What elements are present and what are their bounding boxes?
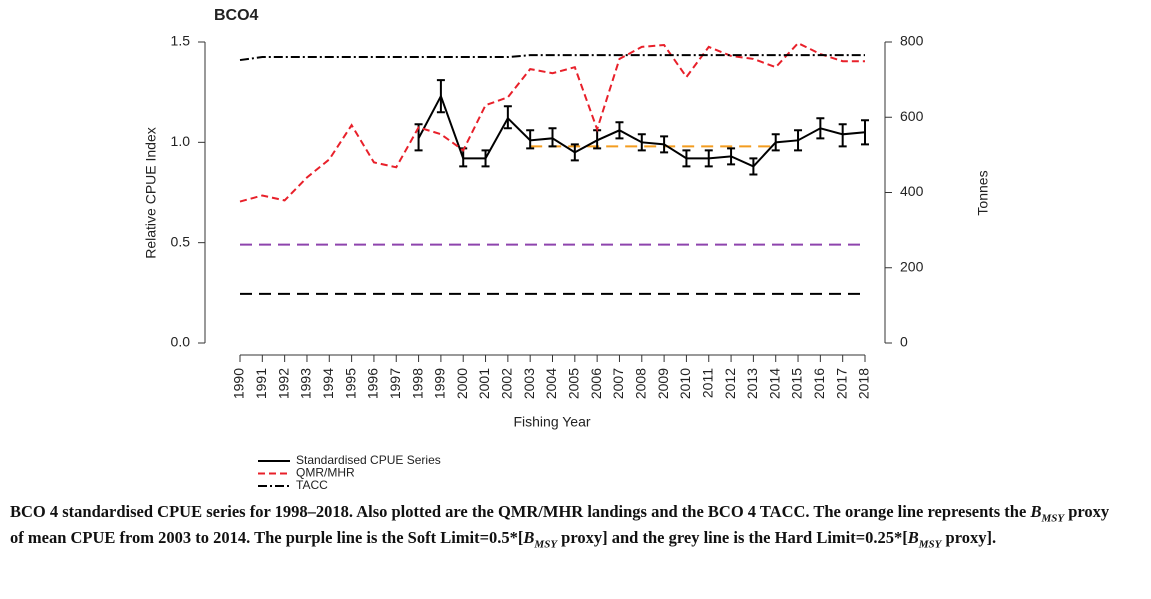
caption-text: proxy] and the grey line is the Hard Lim… [557,528,908,548]
error-bar [526,129,535,150]
x-tick-label: 1990 [231,368,247,399]
caption: BCO 4 standardised CPUE series for 1998–… [10,502,1110,555]
x-tick-label: 2005 [566,368,582,399]
caption-subscript: MSY [1041,512,1065,525]
series-line [239,41,865,203]
y-tick-label: 0.0 [171,334,191,350]
chart-title: BCO4 [214,7,259,24]
x-tick-label: 2003 [521,368,537,399]
legend-label: QMR/MHR [296,466,355,480]
x-tick-label: 2011 [699,368,715,398]
x-tick-label: 2013 [744,368,760,399]
y-axis-label: Relative CPUE Index [143,127,159,259]
y-tick-label: 1.5 [171,33,191,49]
legend-label: Standardised CPUE Series [296,453,441,467]
caption-symbol: B [523,528,535,548]
caption-text: proxy]. [941,528,997,548]
x-tick-label: 1994 [320,368,336,399]
error-bar [704,149,713,168]
error-bar [727,147,736,166]
error-bar [503,105,512,130]
error-bar [481,149,490,168]
x-tick-label: 2008 [632,368,648,399]
caption-symbol: B [907,528,919,548]
caption-text: BCO 4 standardised CPUE series for 1998–… [10,502,1031,521]
caption-subscript: MSY [534,538,558,551]
x-tick-label: 1993 [298,368,314,399]
x-axis-label: Fishing Year [513,414,590,430]
error-bar [637,133,646,152]
x-tick-label: 2018 [856,368,872,399]
y-tick-label: 0.5 [171,233,191,249]
chart: BCO4 Relative CPUE Index Tonnes Fishing … [143,7,991,492]
series-line [239,54,865,62]
x-tick-label: 2017 [833,368,849,399]
error-bar [816,117,825,140]
x-tick-label: 2002 [499,368,515,399]
x-tick-label: 2001 [476,368,492,399]
x-tick-label: 1996 [365,368,381,399]
error-bar [771,133,780,152]
caption-symbol: B [1030,502,1042,521]
x-tick-label: 1999 [432,368,448,399]
x-tick-label: 2009 [655,368,671,399]
error-bar [548,127,557,148]
error-bar [682,149,691,168]
x-tick-label: 2015 [789,368,805,399]
x-tick-label: 1995 [342,368,358,399]
x-tick-label: 2012 [722,368,738,399]
error-bar [570,143,579,162]
x-tick-label: 2006 [588,368,604,399]
x-tick-label: 1997 [387,368,403,399]
error-bar [749,157,758,176]
x-tick-label: 1998 [409,368,425,399]
caption-text: proxy of mean CPUE from 2003 to 2014. Th… [10,502,1110,548]
error-bar [436,79,445,114]
error-bar [838,123,847,148]
caption-subscript: MSY [918,538,942,551]
y2-tick-label: 600 [900,108,924,124]
error-bar [660,135,669,154]
y2-axis-label: Tonnes [975,170,991,215]
y2-tick-label: 400 [900,183,924,199]
y2-tick-label: 800 [900,33,924,49]
y-tick-label: 1.0 [171,133,191,149]
error-bar [615,121,624,140]
y2-tick-label: 0 [900,334,908,350]
x-tick-label: 2016 [811,368,827,399]
x-tick-label: 2000 [454,368,470,399]
y2-tick-label: 200 [900,258,924,274]
legend-label: TACC [296,478,328,492]
x-tick-label: 2010 [677,368,693,399]
x-tick-label: 2004 [543,368,559,399]
x-tick-label: 2014 [766,368,782,399]
error-bar [794,129,803,152]
error-bar [861,119,869,146]
x-tick-label: 1992 [275,368,291,399]
x-tick-label: 1991 [253,368,269,399]
x-tick-label: 2007 [610,368,626,399]
